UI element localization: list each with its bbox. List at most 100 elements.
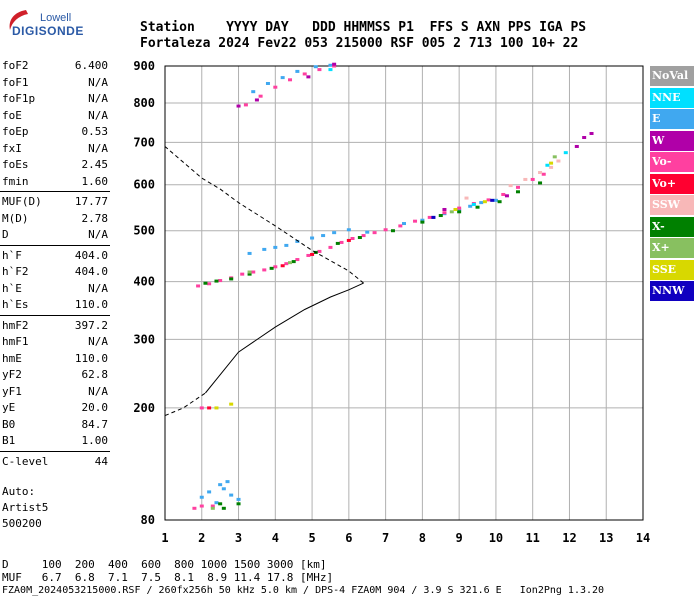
data-point [457, 206, 462, 210]
x-tick-label: 12 [562, 531, 576, 545]
data-point [328, 63, 333, 67]
x-tick-label: 7 [382, 531, 389, 545]
param-name: B0 [2, 417, 16, 431]
legend-item: Vo- [650, 152, 694, 172]
data-point [398, 224, 403, 228]
param-name: h`F2 [2, 265, 29, 278]
y-tick-label: 200 [133, 401, 155, 415]
data-point [479, 201, 484, 205]
param-row: yE 20.0 [2, 400, 108, 416]
param-value: 62.8 [81, 368, 109, 381]
logo-lowell: Lowell [40, 12, 72, 24]
data-point [196, 284, 201, 288]
data-point [210, 504, 215, 508]
data-point [493, 198, 498, 202]
param-name: yF2 [2, 368, 22, 381]
param-value: N/A [88, 141, 108, 155]
param-row: hmF1 N/A [2, 334, 108, 350]
param-separator [0, 244, 110, 246]
y-tick-label: 800 [133, 96, 155, 110]
data-point [328, 245, 333, 249]
data-point [295, 239, 300, 243]
param-value: 397.2 [74, 318, 108, 332]
data-point [457, 208, 462, 212]
param-name: h`F [2, 248, 22, 262]
param-name: hmF2 [2, 318, 29, 332]
data-point [247, 270, 252, 274]
param-value: 84.7 [81, 417, 109, 431]
data-point [556, 159, 561, 163]
data-point [269, 266, 274, 270]
data-point [402, 222, 406, 226]
param-value: N/A [88, 75, 108, 89]
data-point [574, 144, 579, 148]
data-point [247, 272, 252, 276]
legend-item: NNW [650, 281, 694, 301]
legend-item: X+ [650, 238, 694, 258]
param-separator [0, 450, 110, 452]
param-name: M(D) [2, 211, 29, 225]
x-tick-label: 6 [345, 531, 352, 545]
data-point [508, 184, 513, 188]
data-point [199, 504, 204, 508]
param-row: hmF2 397.2 [2, 318, 108, 334]
data-point [420, 218, 425, 222]
param-value: 404.0 [74, 248, 108, 262]
auto-artist: Artist5 [2, 501, 49, 514]
data-point [229, 493, 234, 497]
x-tick-label: 2 [198, 531, 205, 545]
data-point [530, 177, 535, 181]
data-point [295, 69, 300, 73]
data-point [295, 258, 300, 262]
param-value: 110.0 [74, 351, 108, 365]
data-point [192, 506, 197, 510]
param-row: h`F 404.0 [2, 248, 108, 264]
header-line-1: Station YYYY DAY DDD HHMMSS P1 FFS S AXN… [140, 20, 587, 35]
data-point [504, 194, 509, 198]
data-point [538, 181, 543, 185]
data-point [310, 252, 315, 256]
data-point [273, 85, 278, 89]
digisonde-swoosh-icon [9, 10, 28, 30]
param-separator [0, 191, 110, 192]
y-tick-label: 500 [133, 224, 155, 238]
param-row: h`Es 110.0 [2, 297, 108, 313]
data-point [523, 177, 528, 181]
data-point [247, 251, 252, 255]
data-point [468, 204, 473, 208]
data-point [515, 190, 520, 194]
data-point [221, 506, 226, 510]
data-point [339, 240, 344, 244]
y-tick-label: 900 [133, 59, 155, 73]
param-name: hmF1 [2, 335, 29, 348]
data-point [280, 76, 285, 80]
data-point [302, 72, 307, 76]
data-point [214, 501, 219, 505]
data-point [471, 202, 476, 206]
param-value: 44 [94, 454, 108, 468]
param-value: N/A [88, 92, 108, 105]
data-point [486, 198, 491, 202]
param-value: 404.0 [74, 265, 108, 278]
data-point [262, 247, 267, 251]
param-row: foE N/A [2, 108, 108, 124]
data-point [515, 185, 520, 189]
data-point [453, 207, 458, 211]
param-row: fmin 1.60 [2, 174, 108, 190]
x-tick-label: 5 [308, 531, 315, 545]
data-point [420, 220, 425, 224]
legend-item: X- [650, 216, 694, 237]
data-point [332, 64, 337, 68]
data-point [549, 161, 554, 165]
data-point [321, 234, 326, 238]
auto-version: 500200 [2, 517, 42, 530]
data-point [563, 151, 568, 155]
profile-dashed-upper [164, 146, 364, 284]
data-point [214, 406, 219, 410]
param-name: foF2 [2, 59, 29, 72]
data-point [589, 131, 594, 135]
data-point [464, 196, 469, 200]
data-point [207, 490, 212, 494]
data-point [221, 487, 226, 491]
param-name: yE [2, 401, 16, 414]
